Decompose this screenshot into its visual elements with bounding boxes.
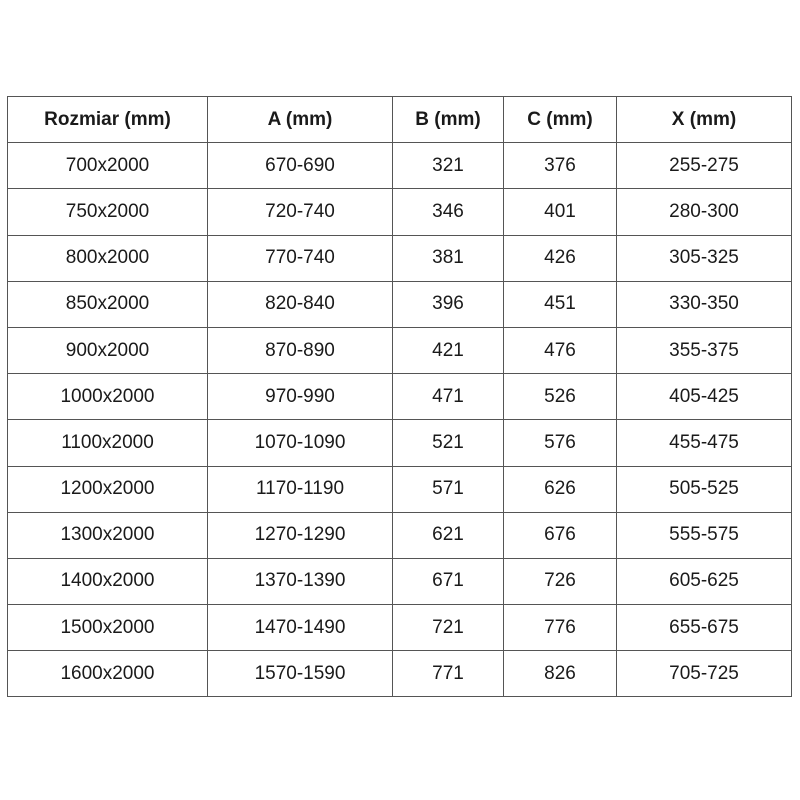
table-row: 1000x2000 970-990 471 526 405-425 [7, 373, 792, 421]
cell-b: 346 [392, 188, 504, 236]
header-c: C (mm) [503, 95, 617, 144]
cell-size: 1400x2000 [7, 557, 208, 606]
cell-b: 671 [392, 557, 504, 606]
table-row: 700x2000 670-690 321 376 255-275 [7, 142, 792, 190]
table-row: 1400x2000 1370-1390 671 726 605-625 [7, 557, 792, 606]
cell-c: 451 [503, 280, 617, 328]
cell-a: 970-990 [207, 373, 393, 421]
cell-size: 1000x2000 [7, 373, 208, 421]
header-size: Rozmiar (mm) [7, 95, 208, 144]
cell-x: 555-575 [616, 511, 792, 559]
table-row: 1500x2000 1470-1490 721 776 655-675 [7, 604, 792, 652]
cell-a: 720-740 [207, 188, 393, 236]
cell-c: 576 [503, 419, 617, 467]
cell-b: 381 [392, 234, 504, 282]
cell-b: 396 [392, 280, 504, 328]
cell-x: 255-275 [616, 142, 792, 190]
cell-a: 1570-1590 [207, 650, 393, 698]
table-row: 1300x2000 1270-1290 621 676 555-575 [7, 511, 792, 559]
table-row: 1600x2000 1570-1590 771 826 705-725 [7, 650, 792, 698]
cell-c: 776 [503, 604, 617, 652]
cell-b: 421 [392, 326, 504, 375]
cell-size: 800x2000 [7, 234, 208, 282]
cell-x: 705-725 [616, 650, 792, 698]
cell-x: 605-625 [616, 557, 792, 606]
header-x: X (mm) [616, 95, 792, 144]
cell-c: 401 [503, 188, 617, 236]
cell-a: 770-740 [207, 234, 393, 282]
cell-c: 726 [503, 557, 617, 606]
cell-b: 471 [392, 373, 504, 421]
cell-x: 655-675 [616, 604, 792, 652]
cell-b: 521 [392, 419, 504, 467]
table-row: 750x2000 720-740 346 401 280-300 [7, 188, 792, 236]
cell-size: 1300x2000 [7, 511, 208, 559]
table-row: 800x2000 770-740 381 426 305-325 [7, 234, 792, 282]
cell-c: 826 [503, 650, 617, 698]
cell-x: 330-350 [616, 280, 792, 328]
cell-x: 305-325 [616, 234, 792, 282]
cell-size: 1500x2000 [7, 604, 208, 652]
cell-b: 771 [392, 650, 504, 698]
cell-size: 900x2000 [7, 326, 208, 375]
cell-c: 676 [503, 511, 617, 559]
cell-a: 820-840 [207, 280, 393, 328]
cell-size: 1100x2000 [7, 419, 208, 467]
cell-c: 626 [503, 465, 617, 513]
cell-c: 376 [503, 142, 617, 190]
cell-x: 280-300 [616, 188, 792, 236]
cell-b: 571 [392, 465, 504, 513]
cell-size: 750x2000 [7, 188, 208, 236]
table-row: 900x2000 870-890 421 476 355-375 [7, 326, 792, 375]
dimensions-table: Rozmiar (mm) A (mm) B (mm) C (mm) X (mm)… [7, 95, 792, 698]
header-row: Rozmiar (mm) A (mm) B (mm) C (mm) X (mm) [7, 95, 792, 144]
cell-x: 505-525 [616, 465, 792, 513]
cell-size: 850x2000 [7, 280, 208, 328]
cell-x: 405-425 [616, 373, 792, 421]
cell-a: 670-690 [207, 142, 393, 190]
cell-c: 526 [503, 373, 617, 421]
cell-b: 621 [392, 511, 504, 559]
cell-b: 321 [392, 142, 504, 190]
cell-a: 1470-1490 [207, 604, 393, 652]
cell-size: 700x2000 [7, 142, 208, 190]
cell-a: 1370-1390 [207, 557, 393, 606]
cell-size: 1600x2000 [7, 650, 208, 698]
cell-c: 426 [503, 234, 617, 282]
cell-a: 1170-1190 [207, 465, 393, 513]
table-row: 850x2000 820-840 396 451 330-350 [7, 280, 792, 328]
cell-b: 721 [392, 604, 504, 652]
cell-c: 476 [503, 326, 617, 375]
cell-a: 1070-1090 [207, 419, 393, 467]
table-row: 1200x2000 1170-1190 571 626 505-525 [7, 465, 792, 513]
cell-x: 355-375 [616, 326, 792, 375]
cell-x: 455-475 [616, 419, 792, 467]
cell-a: 1270-1290 [207, 511, 393, 559]
table-row: 1100x2000 1070-1090 521 576 455-475 [7, 419, 792, 467]
header-a: A (mm) [207, 95, 393, 144]
cell-size: 1200x2000 [7, 465, 208, 513]
header-b: B (mm) [392, 95, 504, 144]
cell-a: 870-890 [207, 326, 393, 375]
